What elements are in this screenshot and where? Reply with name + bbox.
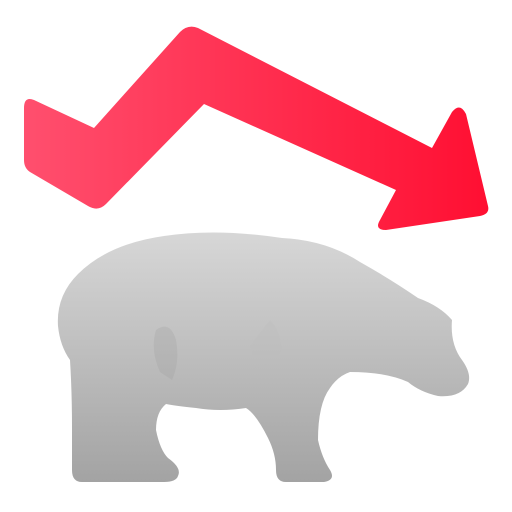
bear-shoulder-shade [250,320,282,368]
down-trend-arrow-icon [24,26,489,230]
bear-icon [57,232,470,482]
bear-leg-shade [153,326,178,380]
